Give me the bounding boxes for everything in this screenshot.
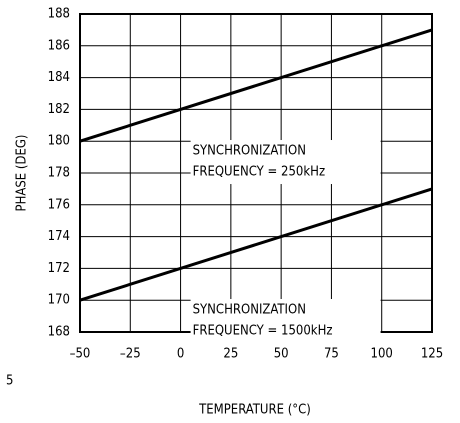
fragment-text: 5	[6, 374, 13, 389]
y-tick-label: 170	[48, 293, 70, 308]
annotation-text: SYNCHRONIZATION	[193, 303, 306, 318]
y-tick-label: 174	[48, 229, 70, 244]
y-tick-label: 182	[48, 102, 70, 117]
y-tick-label: 180	[48, 134, 70, 149]
x-tick-label: 50	[274, 347, 289, 362]
y-tick-label: 168	[48, 325, 70, 340]
x-axis-label: TEMPERATURE (°C)	[198, 403, 311, 418]
x-tick-label: 0	[177, 347, 184, 362]
x-tick-label: 100	[371, 347, 393, 362]
y-tick-label: 172	[48, 261, 70, 276]
y-tick-label: 184	[48, 70, 70, 85]
x-tick-label: –25	[120, 347, 141, 362]
data-line	[79, 187, 433, 302]
x-tick-label: –50	[70, 347, 91, 362]
y-tick-label: 186	[48, 38, 70, 53]
y-tick-label: 176	[48, 197, 70, 212]
annotation-background	[190, 140, 381, 185]
annotation-text: FREQUENCY = 1500kHz	[193, 324, 333, 339]
data-line	[79, 28, 433, 143]
x-tick-label: 25	[223, 347, 238, 362]
x-tick-label: 75	[324, 347, 339, 362]
annotation-text: FREQUENCY = 250kHz	[193, 165, 325, 180]
annotation-text: SYNCHRONIZATION	[193, 144, 306, 159]
annotation-background	[190, 299, 381, 344]
y-tick-label: 178	[48, 166, 70, 181]
x-tick-label: 125	[421, 347, 443, 362]
y-tick-label: 188	[48, 7, 70, 22]
y-axis-label: PHASE (DEG)	[15, 135, 30, 212]
